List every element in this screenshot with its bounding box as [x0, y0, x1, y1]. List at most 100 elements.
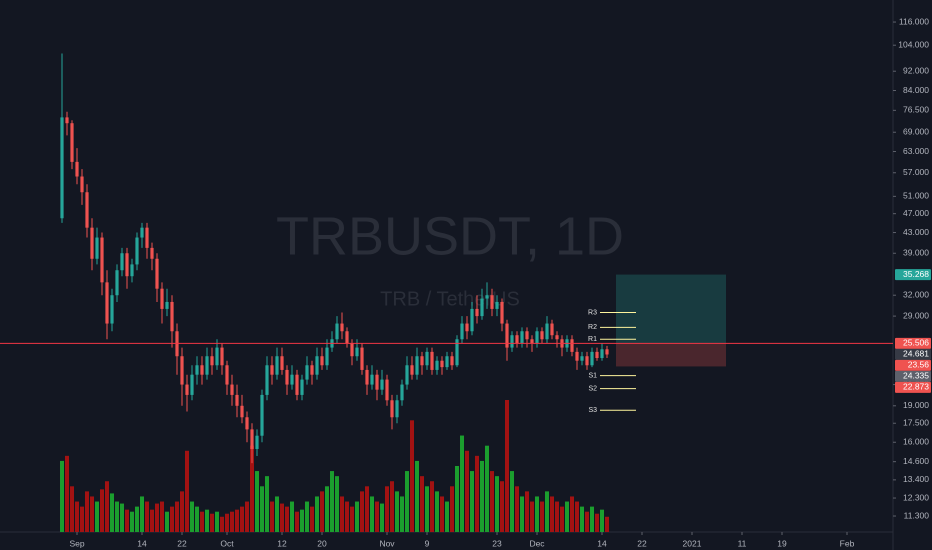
x-tick-label: 19 — [777, 538, 787, 548]
candle-body — [570, 339, 574, 352]
pivot-label: S3 — [588, 407, 597, 414]
candle-body — [60, 117, 64, 219]
volume-bar — [475, 455, 479, 532]
candle-body — [145, 227, 149, 248]
volume-bar — [200, 511, 204, 532]
volume-bar — [235, 509, 239, 532]
candle-body — [200, 365, 204, 375]
candle-body — [115, 270, 119, 296]
candle-body — [310, 365, 314, 375]
candle-body — [420, 356, 424, 366]
volume-bar — [555, 501, 559, 532]
volume-bar — [180, 491, 184, 532]
volume-bar — [330, 471, 334, 532]
candle-body — [440, 360, 444, 368]
candle-body — [595, 351, 599, 359]
volume-bar — [150, 509, 154, 532]
volume-bar — [400, 496, 404, 532]
candle-body — [475, 308, 479, 317]
y-tick-label: 104.000 — [898, 39, 929, 49]
candle-body — [540, 331, 544, 340]
candle-body — [380, 379, 384, 390]
candle-body — [205, 356, 209, 375]
volume-bar — [395, 491, 399, 532]
volume-bar — [470, 471, 474, 532]
volume-bar — [60, 460, 64, 532]
volume-bar — [505, 400, 509, 532]
candle-body — [225, 365, 229, 385]
price-label: 24.335 — [903, 371, 929, 381]
volume-bar — [155, 503, 159, 532]
x-tick-label: 11 — [738, 538, 747, 548]
candle-body — [255, 435, 259, 449]
x-tick-label: 9 — [425, 538, 430, 548]
y-tick-label: 76.500 — [903, 105, 929, 115]
volume-bar — [165, 511, 169, 532]
volume-bar — [500, 481, 504, 532]
volume-bar — [410, 420, 414, 532]
y-tick-label: 57.000 — [903, 167, 929, 177]
volume-bar — [490, 471, 494, 532]
volume-bar — [125, 509, 129, 532]
y-tick-label: 116.000 — [899, 16, 929, 26]
volume-bar — [185, 450, 189, 532]
x-tick-label: 22 — [177, 538, 187, 548]
volume-bar — [110, 493, 114, 532]
x-tick-label: 14 — [597, 538, 607, 548]
pivot-label: S1 — [588, 373, 597, 380]
y-tick-label: 17.500 — [903, 417, 929, 427]
volume-bar — [220, 516, 224, 532]
candle-body — [520, 331, 524, 344]
candle-body — [285, 369, 289, 385]
candle-body — [230, 384, 234, 395]
candle-body — [90, 227, 94, 259]
candle-body — [140, 227, 144, 238]
candle-body — [470, 308, 474, 332]
volume-bar — [510, 471, 514, 532]
candle-body — [510, 335, 514, 348]
volume-bar — [435, 491, 439, 532]
volume-bar — [360, 491, 364, 532]
volume-bar — [530, 501, 534, 532]
candle-body — [340, 323, 344, 332]
candle-body — [190, 374, 194, 395]
candle-body — [490, 295, 494, 309]
volume-bar — [170, 506, 174, 532]
candle-body — [350, 343, 354, 357]
volume-bar — [515, 486, 519, 532]
volume-bar — [205, 509, 209, 532]
candle-body — [215, 347, 219, 366]
volume-bar — [295, 511, 299, 532]
volume-bar — [430, 481, 434, 532]
candle-body — [585, 356, 589, 366]
candle-body — [450, 356, 454, 366]
x-tick-label: Oct — [220, 538, 234, 548]
volume-bar — [175, 501, 179, 532]
candle-body — [415, 356, 419, 375]
candle-body — [75, 161, 79, 177]
volume-bar — [160, 501, 164, 532]
candle-body — [580, 356, 584, 361]
candle-body — [395, 400, 399, 418]
volume-bar — [85, 491, 89, 532]
candle-body — [85, 192, 89, 228]
volume-bar — [560, 506, 564, 532]
candle-body — [550, 323, 554, 336]
candle-body — [95, 237, 99, 259]
candle-body — [210, 356, 214, 366]
candle-body — [70, 123, 74, 162]
candle-body — [455, 339, 459, 366]
y-tick-label: 51.000 — [903, 191, 929, 201]
volume-bar — [230, 511, 234, 532]
volume-bar — [225, 513, 229, 532]
candle-body — [100, 237, 104, 283]
volume-bar — [465, 450, 469, 532]
volume-bar — [310, 506, 314, 532]
candle-body — [345, 331, 349, 344]
volume-bar — [320, 491, 324, 532]
volume-bar — [535, 496, 539, 532]
candle-body — [405, 365, 409, 385]
volume-bar — [385, 486, 389, 532]
candle-body — [150, 247, 154, 259]
volume-bar — [90, 496, 94, 532]
